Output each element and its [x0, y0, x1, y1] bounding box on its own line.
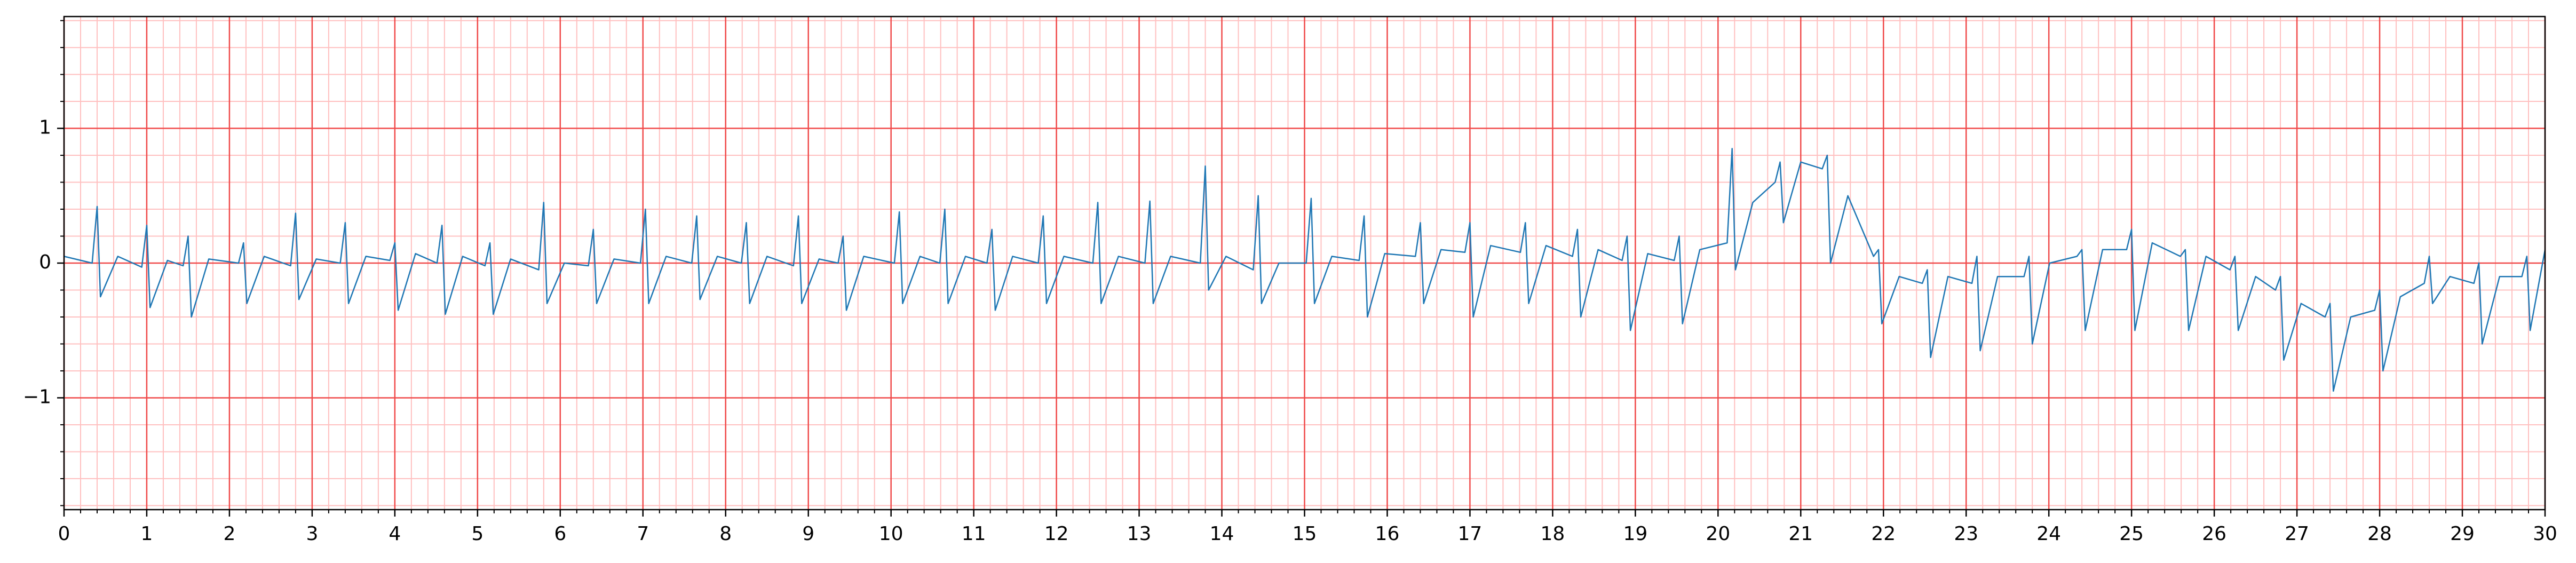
x-tick-label: 27: [2285, 523, 2309, 545]
x-tick-label: 10: [879, 523, 903, 545]
x-tick-label: 15: [1293, 523, 1317, 545]
ecg-trace: [64, 148, 2546, 392]
x-tick-label: 21: [1788, 523, 1813, 545]
x-tick-label: 28: [2367, 523, 2392, 545]
y-tick-label: 1: [39, 117, 51, 139]
x-tick-label: 16: [1375, 523, 1400, 545]
x-tick-label: 19: [1623, 523, 1647, 545]
x-tick-label: 2: [223, 523, 235, 545]
x-tick-label: 6: [554, 523, 566, 545]
x-tick-label: 22: [1871, 523, 1896, 545]
x-tick-label: 3: [306, 523, 318, 545]
y-tick-label: 0: [39, 251, 51, 273]
x-tick-label: 25: [2119, 523, 2144, 545]
x-tick-label: 17: [1458, 523, 1483, 545]
x-tick-label: 14: [1210, 523, 1234, 545]
x-tick-label: 4: [389, 523, 401, 545]
x-tick-label: 24: [2036, 523, 2061, 545]
y-tick-label: −1: [23, 386, 51, 408]
x-tick-label: 7: [637, 523, 649, 545]
x-tick-label: 18: [1540, 523, 1565, 545]
x-tick-label: 13: [1127, 523, 1152, 545]
plot-frame: [63, 15, 2546, 511]
x-tick-label: 11: [962, 523, 986, 545]
x-tick-label: 20: [1706, 523, 1730, 545]
x-tick-label: 26: [2202, 523, 2226, 545]
x-tick-label: 29: [2450, 523, 2475, 545]
x-tick-label: 23: [1954, 523, 1978, 545]
x-tick-label: 9: [802, 523, 814, 545]
x-tick-label: 8: [719, 523, 732, 545]
x-tick-label: 30: [2533, 523, 2557, 545]
x-tick-label: 1: [141, 523, 153, 545]
x-tick-label: 0: [58, 523, 70, 545]
x-tick-label: 12: [1044, 523, 1069, 545]
x-tick-label: 5: [471, 523, 484, 545]
